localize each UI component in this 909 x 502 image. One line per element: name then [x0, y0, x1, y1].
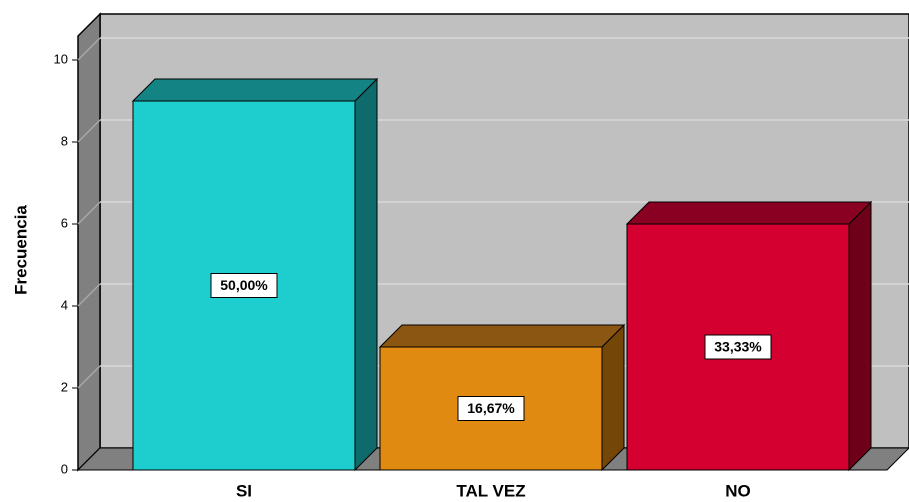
- y-tick-label: 2: [61, 379, 68, 394]
- grid-line: [77, 365, 101, 389]
- grid-line: [77, 37, 101, 61]
- data-label-box: [704, 334, 772, 360]
- data-label: 33,33%: [714, 339, 762, 355]
- left-wall: [77, 12, 101, 472]
- y-tick-label: 6: [61, 215, 68, 230]
- bar-top: [625, 201, 873, 225]
- data-label-box: [457, 396, 525, 421]
- data-label-box: [210, 273, 278, 298]
- bar-side: [601, 323, 625, 472]
- bar-side: [354, 77, 378, 472]
- grid-line: [77, 119, 101, 143]
- x-tick-label: NO: [725, 481, 751, 500]
- bar-side: [848, 200, 872, 472]
- grid-line: [77, 283, 101, 307]
- y-tick-label: 10: [54, 51, 68, 66]
- data-label: 50,00%: [220, 277, 268, 293]
- bar-top: [378, 324, 626, 348]
- y-tick-label: 0: [61, 461, 68, 476]
- x-tick-label: SI: [236, 481, 252, 500]
- data-label: 16,67%: [467, 400, 515, 416]
- bar-top: [131, 78, 379, 102]
- x-tick-label: TAL VEZ: [456, 481, 525, 500]
- grid-line: [77, 201, 101, 225]
- y-tick-label: 4: [61, 297, 68, 312]
- y-axis-label: Frecuencia: [11, 205, 30, 295]
- y-tick-label: 8: [61, 133, 68, 148]
